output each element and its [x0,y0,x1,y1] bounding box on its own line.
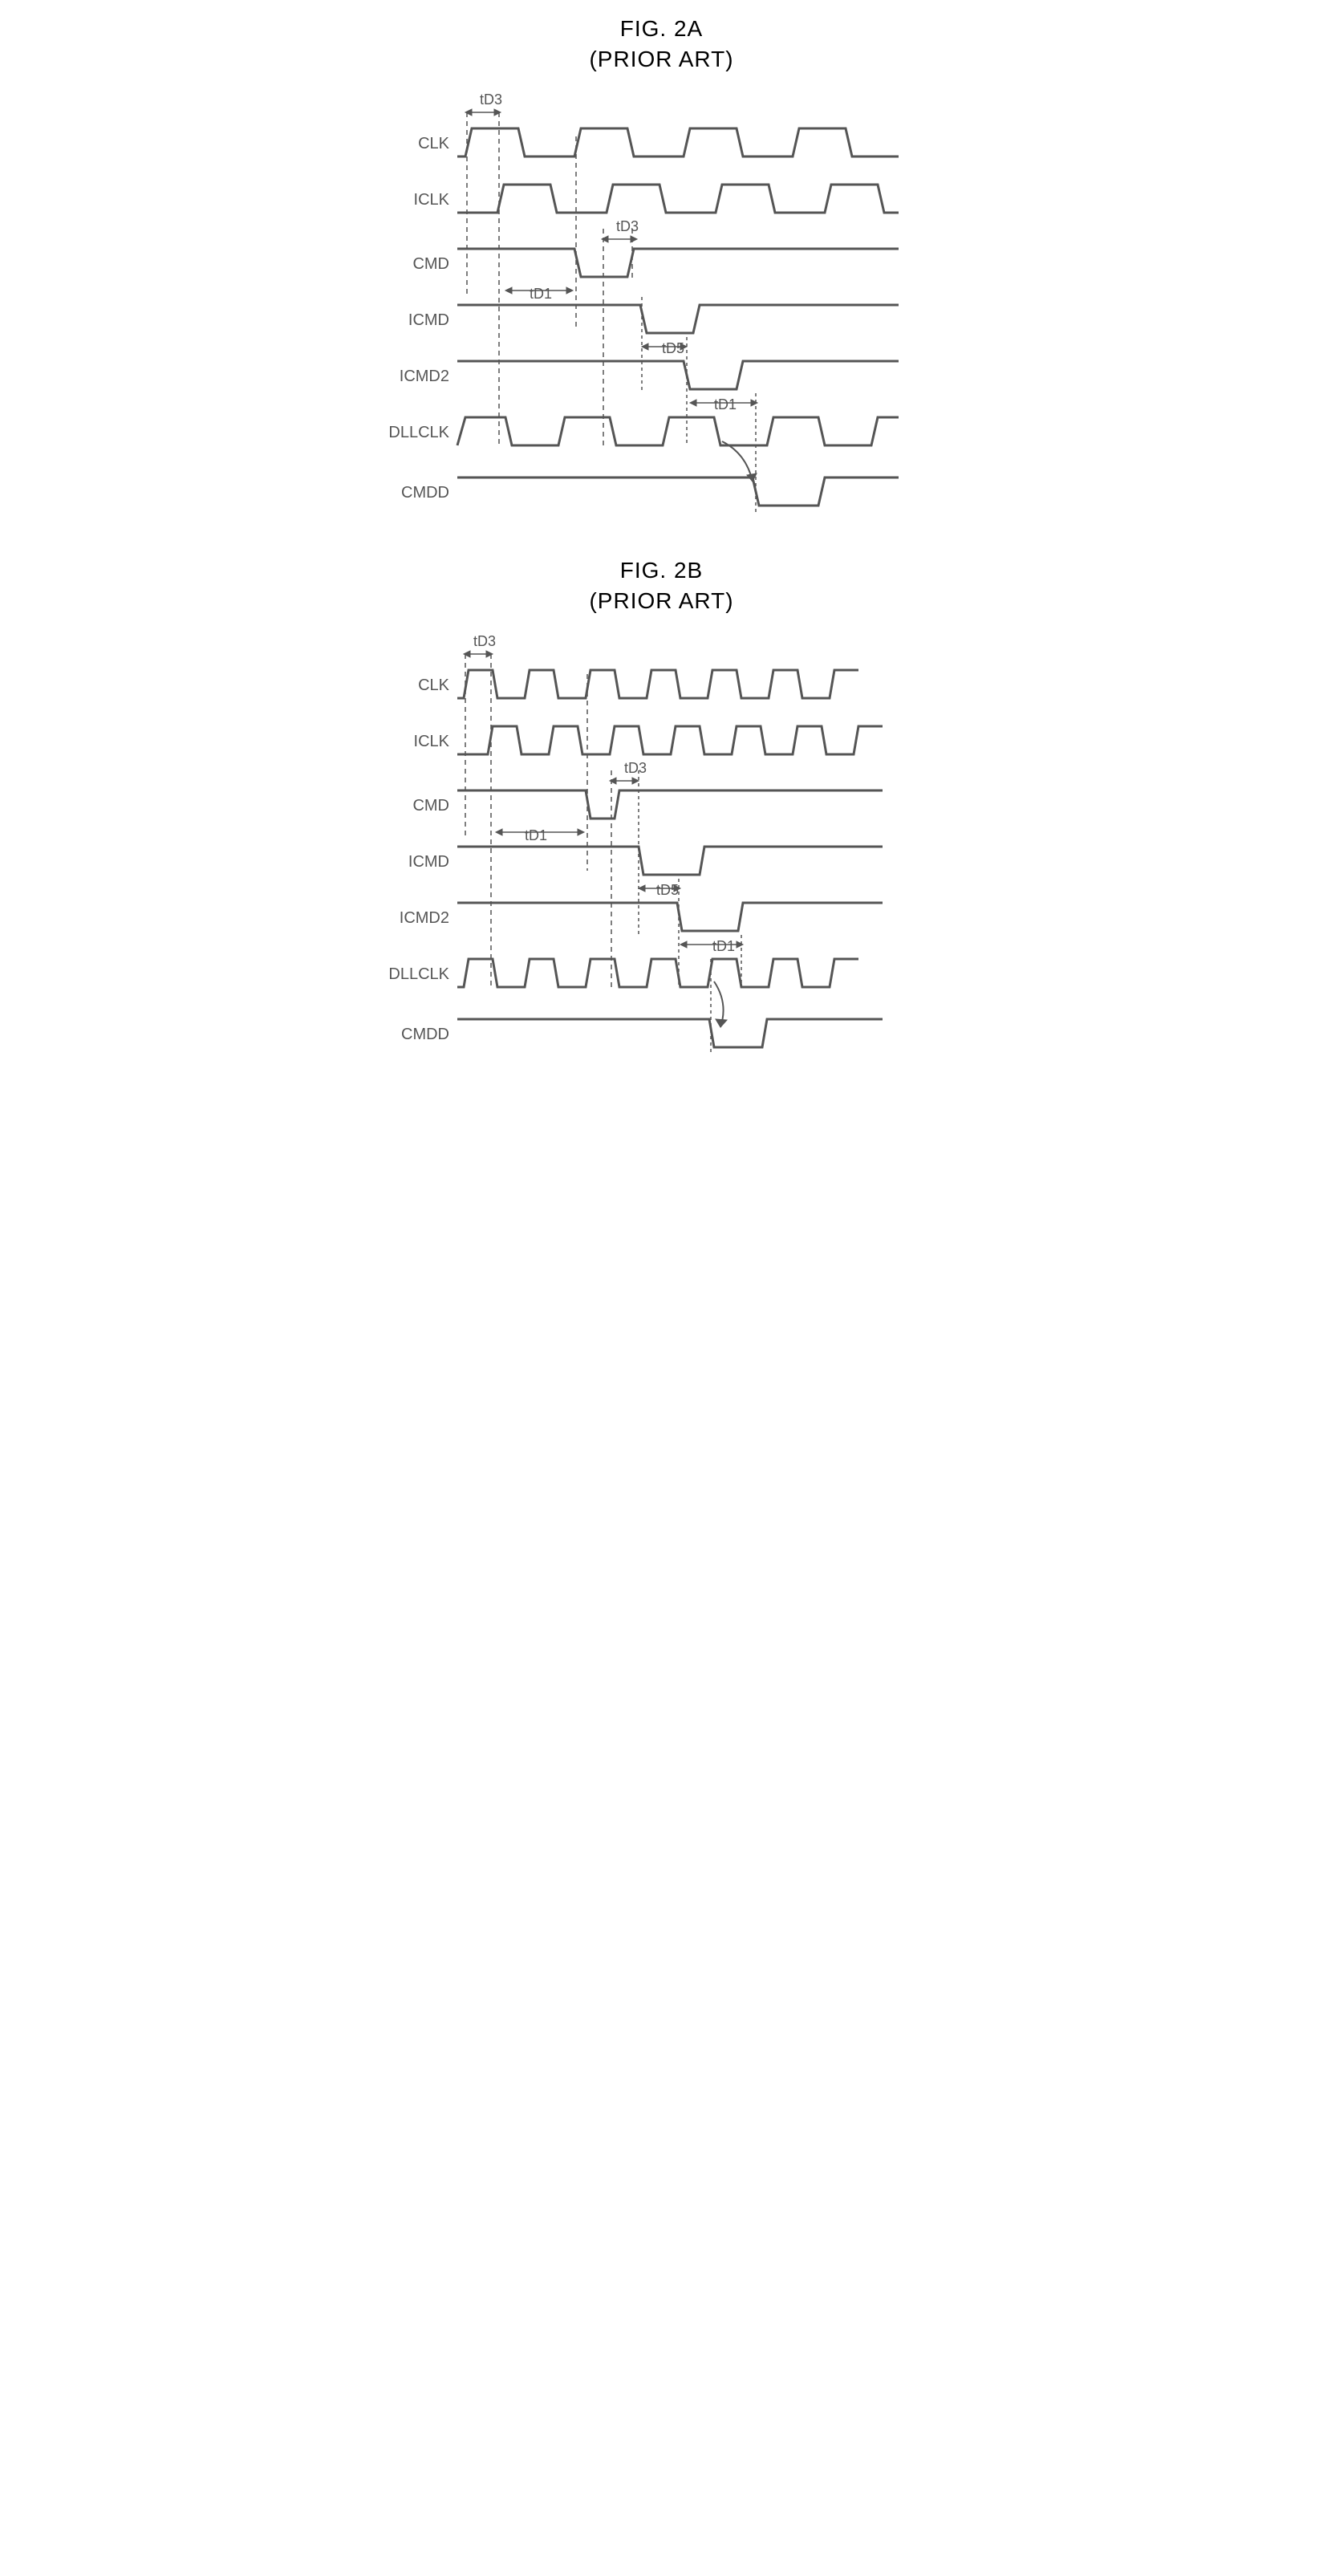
signal-label-cmdd: CMDD [401,484,449,502]
delay-label-td3-top: tD3 [480,91,502,108]
delay-label-td3-cmd: tD3 [616,218,639,234]
timing-svg-2a: tD3 CLK ICLK CMD ICMD ICMD2 DLLCLK CMDD [369,88,915,522]
wave-iclk-b [457,726,883,754]
figure-2a-title: FIG. 2A [353,16,971,42]
delay-label-td1-icmd2-b: tD1 [712,938,735,954]
wave-cmd-a [457,249,899,277]
wave-icmd-b [457,847,883,875]
wave-icmd2-b [457,903,883,931]
signal-label-icmd2: ICMD2 [399,368,448,385]
signal-label-icmd2-b: ICMD2 [399,909,448,927]
timing-diagram-2b: tD3 CLK ICLK CMD ICMD ICMD2 DLLCLK CMDD [369,630,971,1067]
figure-2a-subtitle: (PRIOR ART) [353,47,971,72]
signal-label-clk-b: CLK [418,677,450,694]
signal-label-cmd: CMD [412,255,449,273]
figure-2b-block: FIG. 2B (PRIOR ART) tD3 CLK ICLK CMD ICM… [353,558,971,1067]
delay-label-td1-icmd2: tD1 [714,396,737,412]
wave-dllclk-b [457,959,858,987]
wave-clk-b [457,670,858,698]
wave-icmd2-a [457,361,899,389]
figure-2b-title: FIG. 2B [353,558,971,583]
page-container: FIG. 2A (PRIOR ART) tD3 CLK ICLK CMD ICM… [353,16,971,1099]
wave-cmdd-a [457,477,899,506]
timing-diagram-2a: tD3 CLK ICLK CMD ICMD ICMD2 DLLCLK CMDD [369,88,971,526]
signal-label-dllclk: DLLCLK [388,424,449,441]
timing-svg-2b: tD3 CLK ICLK CMD ICMD ICMD2 DLLCLK CMDD [369,630,915,1063]
delay-label-td3-cmd-b: tD3 [624,760,647,776]
delay-label-td1-cmd: tD1 [530,286,552,302]
delay-label-td3-top-b: tD3 [473,633,496,649]
wave-cmd-b [457,790,883,819]
signal-label-dllclk-b: DLLCLK [388,965,449,983]
wave-icmd-a [457,305,899,333]
wave-iclk-a [457,185,899,213]
signal-label-icmd: ICMD [408,311,448,329]
signal-label-iclk-b: ICLK [413,733,449,750]
delay-label-td1-cmd-b: tD1 [525,827,547,843]
signal-label-clk: CLK [418,135,450,152]
signal-label-icmd-b: ICMD [408,853,448,871]
signal-label-cmdd-b: CMDD [401,1026,449,1043]
figure-2b-subtitle: (PRIOR ART) [353,588,971,614]
wave-clk-a [457,128,899,156]
signal-label-cmd-b: CMD [412,797,449,815]
figure-2a-block: FIG. 2A (PRIOR ART) tD3 CLK ICLK CMD ICM… [353,16,971,526]
wave-cmdd-b [457,1019,883,1047]
signal-label-iclk: ICLK [413,191,449,209]
wave-dllclk-a [457,417,899,445]
